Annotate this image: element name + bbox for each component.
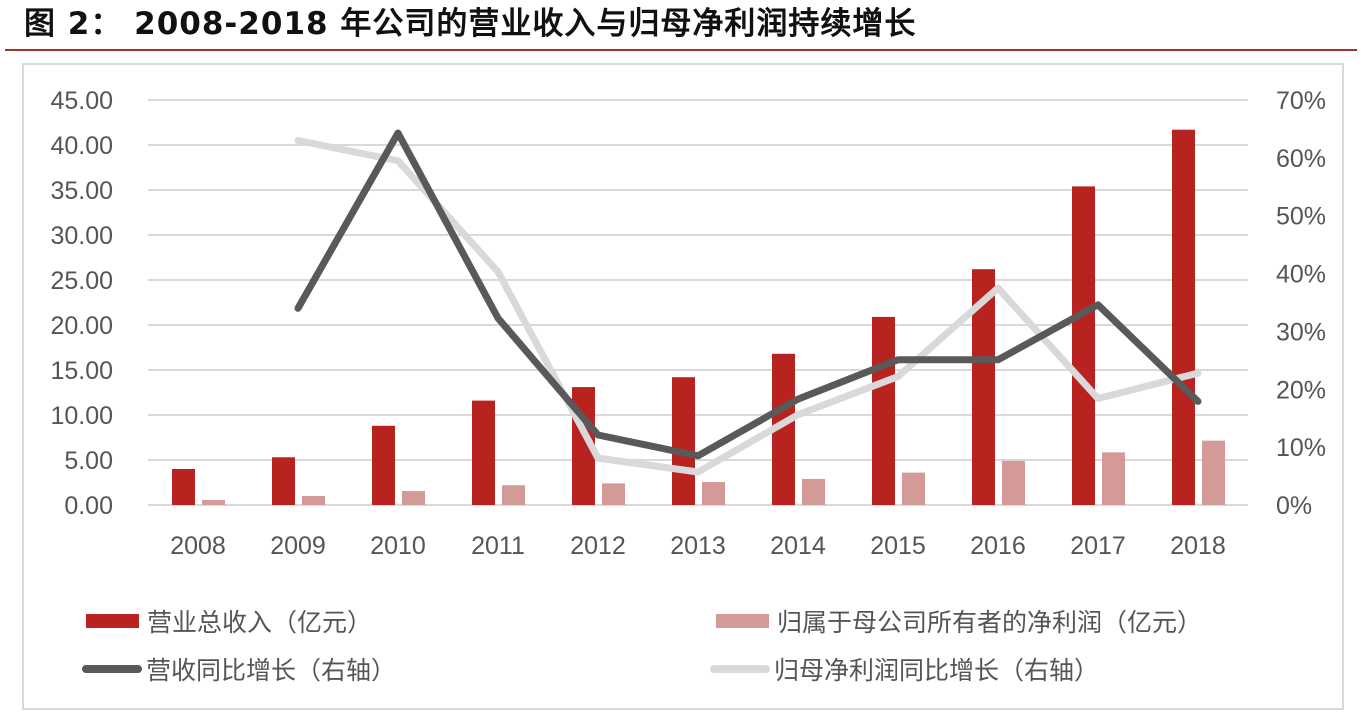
legend-label-revenue: 营业总收入（亿元） xyxy=(147,608,373,637)
x-tick-label: 2013 xyxy=(670,532,726,560)
profit-bar xyxy=(602,483,625,505)
profit-bar xyxy=(202,500,225,505)
y2-tick-label: 60% xyxy=(1276,145,1326,173)
profit-bar xyxy=(1102,452,1125,505)
chart-title: 图 2： 2008-2018 年公司的营业收入与归母净利润持续增长 xyxy=(24,6,917,42)
legend-label-profit-growth: 归母净利润同比增长（右轴） xyxy=(774,656,1100,685)
profit-bar xyxy=(1002,460,1025,505)
y2-tick-label: 70% xyxy=(1276,87,1326,115)
y2-tick-label: 50% xyxy=(1276,203,1326,231)
x-tick-label: 2014 xyxy=(770,532,826,560)
revenue-bar xyxy=(1072,186,1095,505)
y2-tick-label: 0% xyxy=(1276,492,1312,520)
legend-revenue-growth: 营收同比增长（右轴） xyxy=(82,651,396,687)
legend-revenue: 营业总收入（亿元） xyxy=(86,603,372,639)
chart-frame xyxy=(22,63,1344,710)
revenue-bar xyxy=(372,425,395,505)
revenue-bar xyxy=(1172,129,1195,505)
y-tick-label: 20.00 xyxy=(50,312,113,340)
y-tick-label: 35.00 xyxy=(50,177,113,205)
x-tick-label: 2018 xyxy=(1170,532,1226,560)
line-series xyxy=(294,129,1202,476)
revenue-bar xyxy=(772,353,795,505)
revenue-bar xyxy=(872,316,895,505)
y-tick-label: 0.00 xyxy=(64,492,113,520)
revenue-growth-line xyxy=(294,129,1202,460)
legend-swatch-profit-growth xyxy=(710,665,770,673)
bar-series xyxy=(172,129,1225,505)
legend-swatch-revenue-growth xyxy=(82,665,142,673)
x-tick-label: 2011 xyxy=(471,532,525,560)
x-tick-label: 2017 xyxy=(1070,532,1126,560)
profit-bar xyxy=(902,472,925,505)
left-y-axis: 0.00 5.00 10.00 15.00 20.00 25.00 30.00 35.00 40… xyxy=(50,87,113,520)
revenue-bar xyxy=(672,377,695,505)
revenue-bar xyxy=(972,269,995,505)
revenue-bar xyxy=(272,457,295,505)
x-tick-label: 2015 xyxy=(870,532,926,560)
y-tick-label: 15.00 xyxy=(50,357,113,385)
legend-label-revenue-growth: 营收同比增长（右轴） xyxy=(146,656,397,685)
y2-tick-label: 30% xyxy=(1276,318,1326,346)
title-divider xyxy=(5,49,1357,51)
x-tick-label: 2009 xyxy=(270,532,326,560)
legend-profit: 归属于母公司所有者的净利润（亿元） xyxy=(716,603,1202,639)
profit-growth-line xyxy=(294,137,1202,476)
y-tick-label: 5.00 xyxy=(64,447,113,475)
y-tick-label: 30.00 xyxy=(50,222,113,250)
x-tick-label: 2010 xyxy=(370,532,426,560)
right-y-axis: 0% 10% 20% 30% 40% 50% 60% 70% xyxy=(1276,87,1326,520)
y-tick-label: 10.00 xyxy=(50,402,113,430)
profit-bar xyxy=(802,478,825,505)
x-axis: 2008 2009 2010 2011 2012 2013 2014 2015 2016 2017… xyxy=(170,532,1226,560)
y-tick-label: 25.00 xyxy=(50,267,113,295)
legend-swatch-profit xyxy=(716,614,769,628)
y2-tick-label: 20% xyxy=(1276,376,1326,404)
x-tick-label: 2012 xyxy=(570,532,626,560)
legend-label-profit: 归属于母公司所有者的净利润（亿元） xyxy=(777,608,1203,637)
x-tick-label: 2008 xyxy=(170,532,226,560)
profit-bar xyxy=(402,491,425,505)
revenue-bar xyxy=(472,400,495,505)
legend-swatch-revenue xyxy=(86,614,139,628)
y2-tick-label: 40% xyxy=(1276,261,1326,289)
profit-bar xyxy=(302,496,325,505)
revenue-bar xyxy=(172,469,195,505)
y2-tick-label: 10% xyxy=(1276,434,1326,462)
y-tick-label: 40.00 xyxy=(50,132,113,160)
profit-bar xyxy=(502,485,525,505)
x-tick-label: 2016 xyxy=(970,532,1026,560)
profit-bar xyxy=(1202,440,1225,505)
y-tick-label: 45.00 xyxy=(50,87,113,115)
profit-bar xyxy=(702,482,725,505)
legend-profit-growth: 归母净利润同比增长（右轴） xyxy=(710,651,1099,687)
